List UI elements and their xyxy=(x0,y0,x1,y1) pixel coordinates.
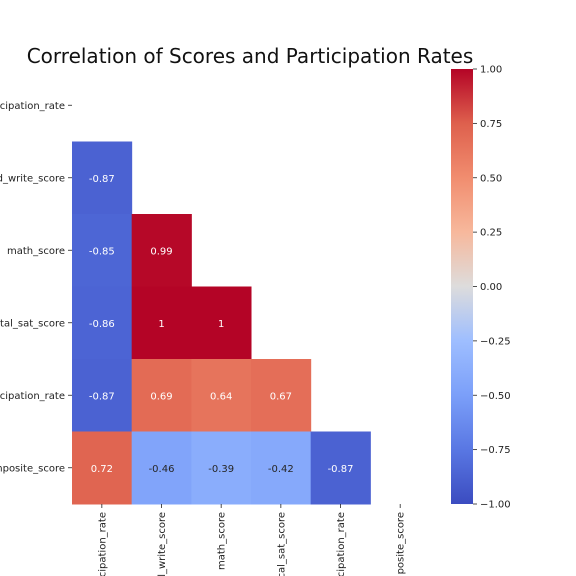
colorbar-tick-label: 1.00 xyxy=(480,65,502,76)
colorbar-tick-label: 0.75 xyxy=(480,119,502,130)
heatmap-cell xyxy=(72,359,133,432)
heatmap-cell xyxy=(131,214,192,287)
heatmap-cell xyxy=(191,359,252,432)
chart-title: Correlation of Scores and Participation … xyxy=(27,44,474,68)
heatmap-cell xyxy=(72,141,133,215)
y-tick-label: cipation_rate xyxy=(0,101,65,112)
heatmap-cell-label: -0.87 xyxy=(89,391,115,402)
y-axis-ticks: cipation_rate d_write_score math_score tal_… xyxy=(0,101,72,474)
heatmap-cell xyxy=(251,431,312,505)
heatmap-cell-label: 0.69 xyxy=(150,391,172,402)
heatmap-cell-label: -0.86 xyxy=(89,319,115,330)
heatmap-cell-label: 0.99 xyxy=(150,246,172,257)
y-tick-label: d_write_score xyxy=(0,173,65,184)
colorbar-tick-label: −0.25 xyxy=(480,336,511,347)
colorbar-gradient xyxy=(451,69,473,504)
heatmap-cells xyxy=(72,141,371,505)
colorbar-ticks: 1.00 0.75 0.50 0.25 0.00 −0.25 −0.50 −0.75 −1.00 xyxy=(473,65,511,511)
heatmap-cell-label: 0.64 xyxy=(210,391,232,402)
heatmap-cell xyxy=(251,359,312,432)
heatmap-cell xyxy=(72,286,133,360)
heatmap-cell-label: 1 xyxy=(218,319,224,330)
x-tick-label: posite_score xyxy=(396,512,407,574)
x-axis-ticks: cipation_rate l_write_score math_score cal_… xyxy=(97,504,407,576)
heatmap-cell xyxy=(72,431,133,505)
heatmap-cell-label: 0.67 xyxy=(270,391,292,402)
heatmap-cell xyxy=(131,359,192,432)
heatmap-cell-label: 1 xyxy=(158,319,164,330)
heatmap-cell-labels: -0.87 -0.85 0.99 -0.86 1 1 -0.87 0.69 0.64 0.67 0.… xyxy=(89,174,354,475)
heatmap-cell xyxy=(310,431,371,505)
x-tick-label: cal_sat_score xyxy=(276,512,287,576)
heatmap-cell xyxy=(191,431,252,505)
colorbar-tick-label: 0.00 xyxy=(480,282,502,293)
heatmap-cell-label: -0.42 xyxy=(268,464,294,475)
y-tick-label: math_score xyxy=(7,246,65,257)
heatmap-cell-label: -0.46 xyxy=(149,464,175,475)
x-tick-label: cipation_rate xyxy=(97,512,108,576)
colorbar-tick-label: −0.50 xyxy=(480,391,511,402)
x-tick-label: l_write_score xyxy=(157,512,168,576)
colorbar-tick-label: 0.25 xyxy=(480,228,502,239)
heatmap-cell-label: -0.85 xyxy=(89,246,115,257)
colorbar-tick-label: −0.75 xyxy=(480,445,511,456)
x-tick-label: math_score xyxy=(217,512,228,570)
heatmap-cell-label: 0.72 xyxy=(91,464,113,475)
y-tick-label: cipation_rate xyxy=(0,391,65,402)
y-tick-label: tal_sat_score xyxy=(0,318,65,329)
colorbar: 1.00 0.75 0.50 0.25 0.00 −0.25 −0.50 −0.75 −1.00 xyxy=(451,65,511,511)
colorbar-tick-label: 0.50 xyxy=(480,173,502,184)
heatmap-cell xyxy=(131,431,192,505)
heatmap-cell-label: -0.87 xyxy=(89,174,115,185)
x-tick-label: cipation_rate xyxy=(336,512,347,576)
colorbar-tick-label: −1.00 xyxy=(480,500,511,511)
heatmap-cell xyxy=(72,214,133,287)
heatmap-cell xyxy=(131,286,192,360)
heatmap-cell xyxy=(191,286,252,360)
heatmap-cell-label: -0.87 xyxy=(328,464,354,475)
heatmap-cell-label: -0.39 xyxy=(208,464,234,475)
y-tick-label: omposite_score xyxy=(0,463,65,474)
